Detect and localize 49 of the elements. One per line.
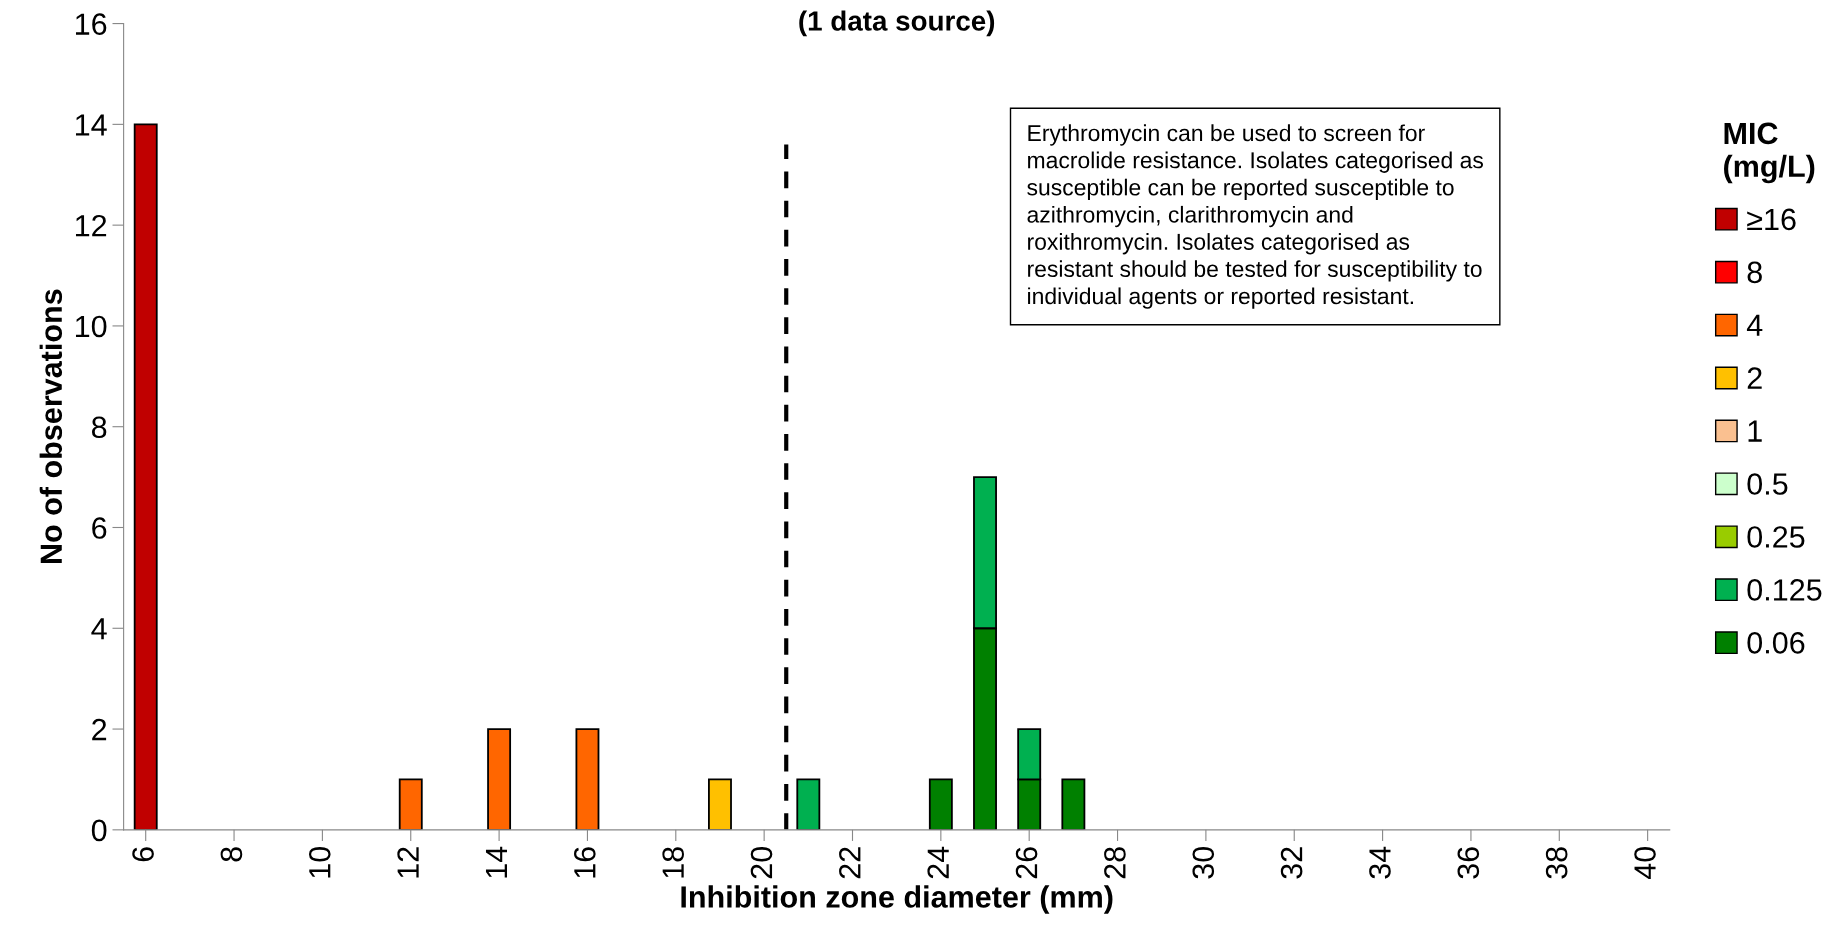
x-tick-label: 18 <box>662 847 684 878</box>
y-tick-label: 10 <box>75 315 107 338</box>
x-tick-label: 40 <box>1634 847 1656 880</box>
x-tick-label: 10 <box>308 847 331 878</box>
annotation: Erythromycin can be used to screen for macrolide resistance. Isolates categorised as susceptible can be reported susceptible to azithromycin, clarithromycin and roxithromycin. Isolates categorised as resistant should be tested for susceptibility to individual agents or reported resistant. <box>1027 124 1483 309</box>
y-tick-label: 8 <box>91 416 107 439</box>
y-tick-label: 6 <box>92 517 107 539</box>
x-tick-label: 28 <box>1104 847 1126 879</box>
legend-label: 0.25 <box>1747 526 1805 548</box>
legend-title: MIC (mg/L) <box>1724 122 1815 184</box>
x-tick-label: 32 <box>1280 847 1303 879</box>
bar <box>708 778 732 830</box>
y-tick-label: 0 <box>91 819 107 842</box>
bar <box>487 728 512 830</box>
x-tick-label: 30 <box>1192 847 1215 879</box>
y-tick-label: 12 <box>75 214 107 237</box>
x-tick-label: 20 <box>750 847 773 879</box>
x-tick-label: 24 <box>927 846 949 879</box>
chart-title: (1 data source) <box>799 10 995 37</box>
legend-label: ≥16 <box>1747 208 1796 231</box>
x-axis-title: Inhibition zone diameter (mm) <box>681 885 1113 914</box>
bar <box>133 123 158 830</box>
legend-label: 8 <box>1747 261 1762 284</box>
x-tick-label: 36 <box>1457 847 1480 879</box>
x-tick-label: 22 <box>839 847 861 879</box>
x-tick-label: 14 <box>485 846 507 878</box>
legend-label: 1 <box>1748 420 1762 442</box>
bar <box>796 778 821 830</box>
bar <box>398 778 423 830</box>
x-tick-label: 12 <box>397 847 419 878</box>
legend-label: 0.5 <box>1747 473 1788 495</box>
x-tick-label: 8 <box>220 847 243 862</box>
legend-label: 4 <box>1746 314 1763 336</box>
y-tick-label: 4 <box>91 618 107 640</box>
y-tick-label: 14 <box>75 114 107 136</box>
bar <box>928 778 953 830</box>
legend-label: 0.125 <box>1747 579 1822 601</box>
bar <box>1061 778 1086 830</box>
x-tick-label: 26 <box>1015 847 1038 879</box>
y-tick-label: 16 <box>75 13 107 35</box>
legend-label: 2 <box>1747 367 1762 389</box>
y-axis-title: No of observations <box>39 289 63 564</box>
x-tick-label: 16 <box>574 847 596 878</box>
bar <box>575 728 600 830</box>
x-tick-label: 34 <box>1369 846 1391 879</box>
y-tick-label: 2 <box>92 718 107 741</box>
x-tick-label: 6 <box>132 847 154 862</box>
x-tick-label: 38 <box>1545 847 1568 879</box>
legend-label: 0.06 <box>1747 632 1805 654</box>
